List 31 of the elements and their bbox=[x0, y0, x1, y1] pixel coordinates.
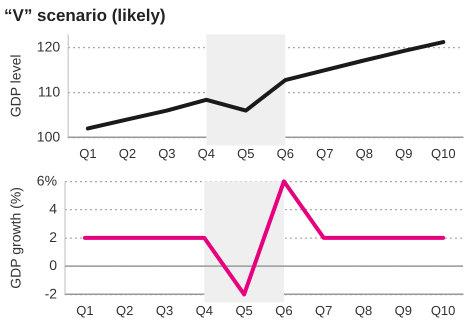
x-tick-label: Q7 bbox=[316, 146, 334, 161]
y-tick-label: 100 bbox=[36, 128, 60, 144]
x-tick-label: Q1 bbox=[79, 146, 97, 161]
x-tick-label: Q1 bbox=[76, 302, 94, 318]
x-tick-label: Q4 bbox=[196, 302, 213, 318]
x-tick-label: Q9 bbox=[394, 302, 412, 318]
x-tick-label: Q5 bbox=[235, 302, 253, 318]
x-tick-label: Q7 bbox=[315, 302, 332, 318]
x-tick-label: Q9 bbox=[395, 146, 412, 161]
y-axis-title: GDP growth (%) bbox=[7, 187, 24, 289]
x-tick-label: Q10 bbox=[430, 302, 456, 318]
x-tick-label: Q6 bbox=[275, 302, 293, 318]
x-tick-label: Q2 bbox=[118, 146, 136, 161]
y-tick-label: 6% bbox=[36, 172, 58, 188]
x-tick-label: Q2 bbox=[116, 302, 134, 318]
y-tick-label: 120 bbox=[36, 38, 60, 55]
chart-title: “V” scenario (likely) bbox=[4, 6, 166, 25]
y-tick-label: 110 bbox=[38, 83, 60, 100]
x-tick-label: Q8 bbox=[356, 146, 373, 161]
x-tick-label: Q4 bbox=[198, 146, 216, 161]
y-tick-label: 0 bbox=[49, 257, 58, 274]
y-tick-label: 4 bbox=[49, 200, 58, 217]
y-tick-label: 2 bbox=[49, 228, 58, 245]
x-tick-label: Q5 bbox=[237, 146, 255, 161]
y-tick-label: -2 bbox=[44, 285, 58, 302]
x-tick-label: Q10 bbox=[430, 146, 456, 161]
x-tick-label: Q3 bbox=[158, 146, 176, 161]
x-tick-label: Q6 bbox=[276, 146, 294, 161]
x-tick-label: Q3 bbox=[156, 302, 174, 318]
x-tick-label: Q8 bbox=[354, 302, 372, 318]
y-axis-title: GDP level bbox=[7, 54, 24, 118]
